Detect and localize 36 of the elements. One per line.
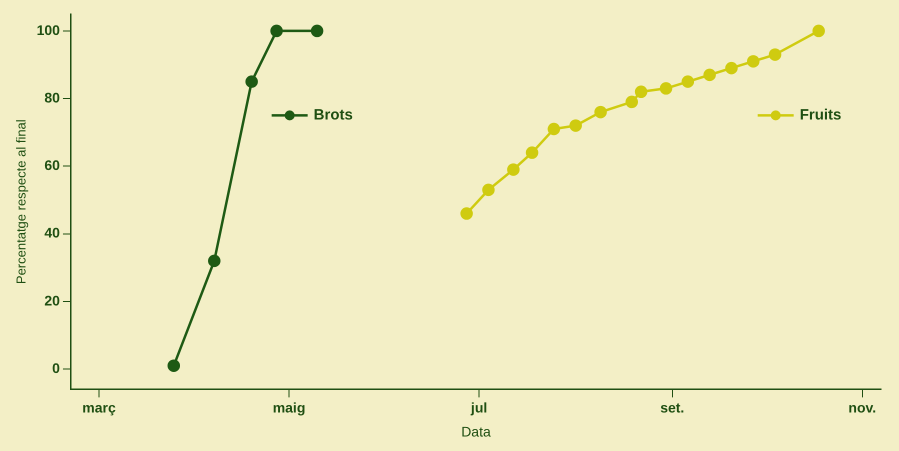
point bbox=[703, 68, 716, 82]
point bbox=[270, 24, 283, 38]
point bbox=[634, 86, 648, 98]
point bbox=[626, 96, 638, 108]
y-tick-label: 80 bbox=[44, 89, 60, 106]
point bbox=[548, 122, 560, 136]
point bbox=[507, 163, 520, 176]
y-tick-label: 20 bbox=[44, 292, 60, 308]
point bbox=[482, 184, 495, 196]
x-tick-label: maig bbox=[272, 400, 306, 416]
point bbox=[768, 48, 782, 61]
point bbox=[310, 24, 324, 38]
legend-label: Brots bbox=[314, 106, 353, 124]
point bbox=[569, 119, 582, 132]
y-axis-title: Percentatge respecte al final bbox=[13, 119, 28, 284]
x-tick-label: nov. bbox=[848, 400, 876, 416]
point bbox=[168, 359, 180, 372]
y-tick-label: 40 bbox=[44, 224, 60, 241]
x-axis-title: Data bbox=[461, 423, 491, 440]
point bbox=[747, 55, 760, 68]
x-tick-label: jul bbox=[470, 400, 488, 416]
point bbox=[812, 24, 825, 38]
point bbox=[208, 254, 221, 268]
y-tick-label: 100 bbox=[36, 22, 60, 38]
legend-label: Fruits bbox=[800, 106, 842, 124]
point bbox=[682, 75, 694, 88]
point bbox=[245, 75, 258, 88]
point bbox=[526, 146, 538, 159]
point bbox=[660, 82, 672, 95]
point bbox=[594, 106, 607, 118]
y-tick-label: 0 bbox=[52, 360, 60, 376]
x-tick-label: març bbox=[82, 400, 116, 416]
x-tick-label: set. bbox=[660, 400, 684, 416]
y-tick-label: 60 bbox=[44, 157, 60, 174]
point bbox=[725, 62, 738, 74]
point bbox=[460, 207, 473, 220]
